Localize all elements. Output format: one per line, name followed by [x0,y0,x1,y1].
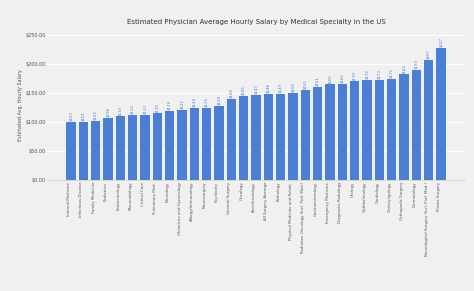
Bar [177,110,187,180]
Bar [337,84,347,180]
Bar [288,93,298,180]
Bar [66,122,76,180]
Text: $150: $150 [291,82,295,92]
Text: $170: $170 [353,71,356,81]
Title: Estimated Physician Average Hourly Salary by Medical Specialty in the US: Estimated Physician Average Hourly Salar… [127,19,385,24]
Bar [276,94,285,180]
Bar [214,106,224,180]
Text: $113: $113 [143,104,147,114]
Bar [79,122,88,180]
Text: $147: $147 [254,84,258,94]
Text: $140: $140 [229,88,233,98]
Bar [227,99,236,180]
Bar [399,74,409,180]
Text: $110: $110 [118,106,122,116]
Bar [436,48,446,180]
Y-axis label: Estimated Avg. Hourly Salary: Estimated Avg. Hourly Salary [18,69,23,141]
Bar [325,84,335,180]
Text: $148: $148 [266,84,270,93]
Text: $115: $115 [155,103,159,113]
Text: $207: $207 [427,49,430,59]
Text: $101: $101 [82,111,85,121]
Bar [103,118,113,180]
Bar [116,116,125,180]
Text: $165: $165 [328,74,332,84]
Text: $175: $175 [390,68,393,78]
Bar [350,81,359,180]
Text: $112: $112 [131,104,135,114]
Bar [239,96,248,180]
Bar [424,60,433,180]
Text: $125: $125 [205,97,209,107]
Bar [264,94,273,180]
Bar [91,121,100,180]
Bar [190,108,199,180]
Bar [128,115,137,180]
Bar [301,90,310,180]
Text: $161: $161 [316,76,319,86]
Text: $145: $145 [242,85,246,95]
Bar [202,108,211,180]
Bar [411,70,421,180]
Bar [387,79,396,180]
Text: $166: $166 [340,73,344,83]
Text: $173: $173 [377,69,381,79]
Text: $124: $124 [192,97,196,107]
Bar [153,113,162,180]
Text: $149: $149 [279,83,283,93]
Bar [251,95,261,180]
Text: $128: $128 [217,95,221,105]
Text: $108: $108 [106,107,110,117]
Text: $100: $100 [69,111,73,121]
Bar [374,80,384,180]
Text: $190: $190 [414,59,418,69]
Text: $102: $102 [94,110,98,120]
Bar [140,115,150,180]
Text: $172: $172 [365,70,369,79]
Text: $227: $227 [439,38,443,47]
Text: $182: $182 [402,64,406,74]
Bar [165,111,174,180]
Bar [313,87,322,180]
Text: $121: $121 [180,99,184,109]
Text: $119: $119 [168,100,172,110]
Bar [362,80,372,180]
Text: $155: $155 [303,79,307,89]
